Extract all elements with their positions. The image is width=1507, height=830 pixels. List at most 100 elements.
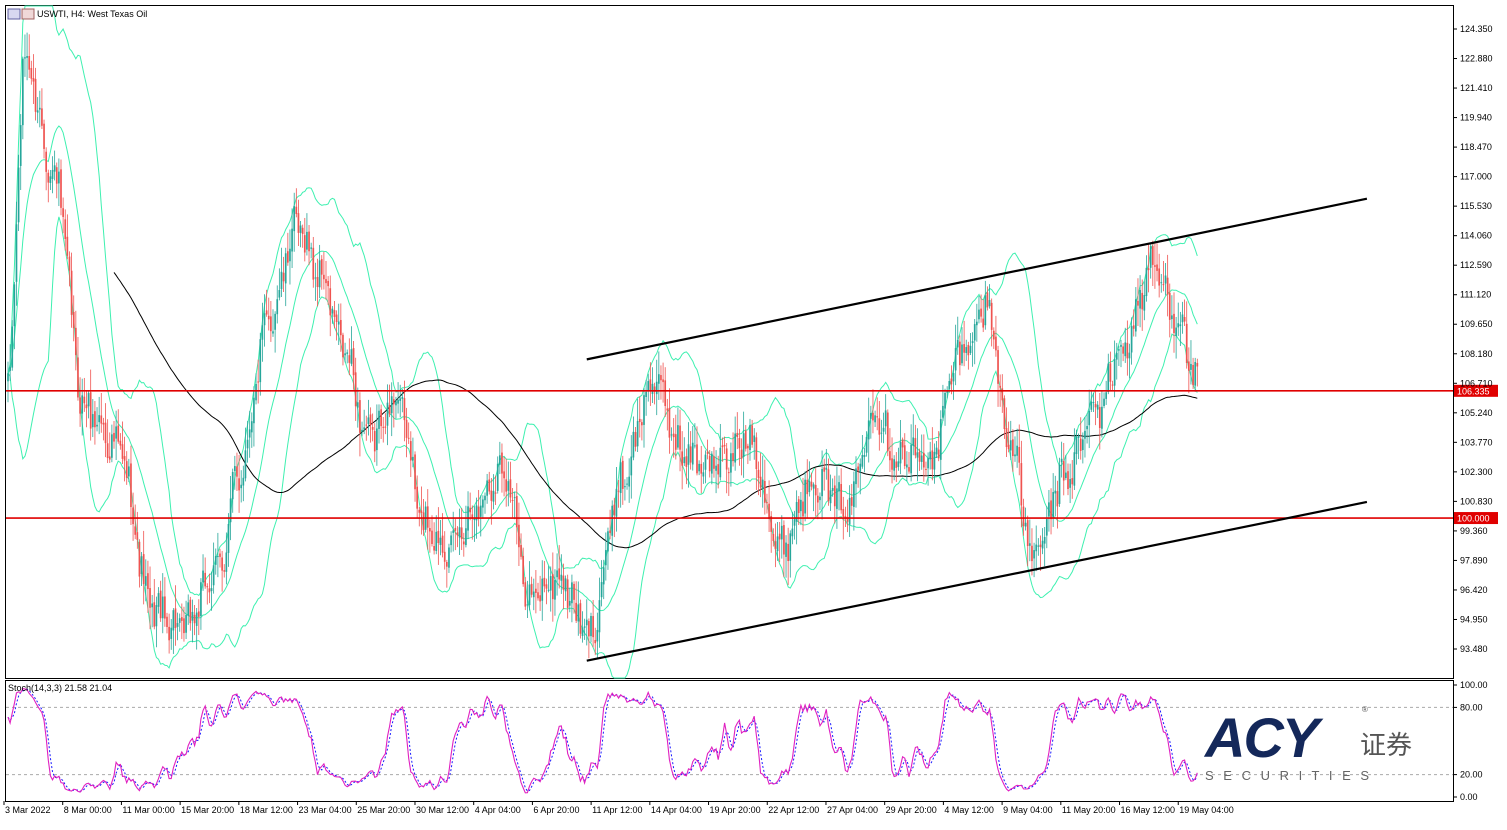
candle-body <box>621 460 624 489</box>
candle-body <box>255 383 257 401</box>
candle-body <box>969 345 972 353</box>
candle <box>878 400 881 451</box>
candle-body <box>653 386 656 392</box>
candle-body <box>47 172 50 183</box>
candle-body <box>927 458 929 469</box>
chart-window-icon-2 <box>21 8 35 20</box>
candle-body <box>282 272 285 282</box>
candle-body <box>647 381 650 391</box>
candle <box>490 477 493 525</box>
candle <box>197 599 200 636</box>
candle <box>672 418 675 458</box>
candle <box>759 452 762 498</box>
candle-body <box>1175 327 1177 336</box>
candle-body <box>791 528 794 537</box>
candle <box>113 420 115 449</box>
candle-body <box>87 393 90 407</box>
candle <box>995 315 997 357</box>
candle-body <box>1079 438 1082 451</box>
candle-body <box>592 616 594 638</box>
candle <box>106 419 109 464</box>
candle-body <box>1084 430 1086 439</box>
candle-body <box>433 546 435 551</box>
candle-body <box>990 302 993 330</box>
candle <box>405 407 408 458</box>
price-tick-label: 115.530 <box>1460 201 1492 211</box>
candle-body <box>471 514 474 519</box>
candle <box>772 528 775 547</box>
candle <box>176 612 179 641</box>
candle <box>111 424 113 463</box>
candle <box>297 199 300 247</box>
candle <box>543 560 546 593</box>
candle-body <box>55 167 58 184</box>
candle <box>373 423 376 463</box>
candle <box>948 373 951 393</box>
candle <box>284 247 287 307</box>
candle-body <box>657 374 660 384</box>
candle <box>41 88 43 130</box>
candle-body <box>562 575 565 590</box>
candle <box>1018 424 1021 476</box>
candle <box>327 276 329 305</box>
candle-body <box>812 484 815 489</box>
candle <box>55 162 58 199</box>
candle <box>401 388 404 413</box>
candle-body <box>662 379 664 383</box>
candle-body <box>479 505 482 517</box>
candle-body <box>1018 446 1021 463</box>
candle-body <box>125 461 128 478</box>
candle-body <box>452 530 455 533</box>
candle <box>1154 242 1156 289</box>
candle-body <box>11 326 14 368</box>
candle <box>931 427 934 481</box>
candle <box>511 487 514 518</box>
candle <box>392 392 395 428</box>
candle-body <box>863 455 866 457</box>
candle-body <box>836 488 838 509</box>
candle-body <box>259 339 262 383</box>
candle-body <box>766 502 768 504</box>
candle <box>683 437 686 467</box>
candle-body <box>405 419 408 438</box>
candle-body <box>475 505 478 521</box>
candle-body <box>1001 388 1004 401</box>
candle <box>210 571 213 611</box>
candle-body <box>53 165 56 172</box>
candle-body <box>1043 537 1046 544</box>
time-tick-label: 30 Mar 12:00 <box>416 805 469 815</box>
candle <box>380 404 382 440</box>
candle-body <box>1179 324 1182 327</box>
candle <box>674 414 677 460</box>
candle-body <box>151 603 154 608</box>
candle-body <box>893 459 896 471</box>
candle <box>443 531 446 570</box>
candle-body <box>855 468 857 485</box>
time-tick-label: 19 May 04:00 <box>1179 805 1234 815</box>
candle <box>1124 327 1127 363</box>
candle-body <box>170 627 173 639</box>
candle-body <box>604 550 607 566</box>
candle <box>793 510 796 540</box>
candle-body <box>609 530 611 533</box>
candle-body <box>579 603 582 634</box>
candle <box>562 563 565 610</box>
candle-body <box>666 408 669 411</box>
candle <box>70 252 73 328</box>
candle <box>117 409 120 444</box>
candle-body <box>619 462 622 494</box>
candle <box>323 251 325 290</box>
candle-body <box>1156 264 1158 271</box>
logo-registered: ® <box>1362 705 1368 714</box>
candle <box>823 458 826 491</box>
candle <box>717 455 720 489</box>
candle-body <box>547 589 550 591</box>
candle <box>191 599 194 643</box>
candle-body <box>333 310 336 317</box>
candle-body <box>751 425 753 445</box>
candle-body <box>1005 428 1008 448</box>
candle-body <box>365 424 368 426</box>
candle-body <box>583 626 586 628</box>
candle <box>747 443 749 465</box>
